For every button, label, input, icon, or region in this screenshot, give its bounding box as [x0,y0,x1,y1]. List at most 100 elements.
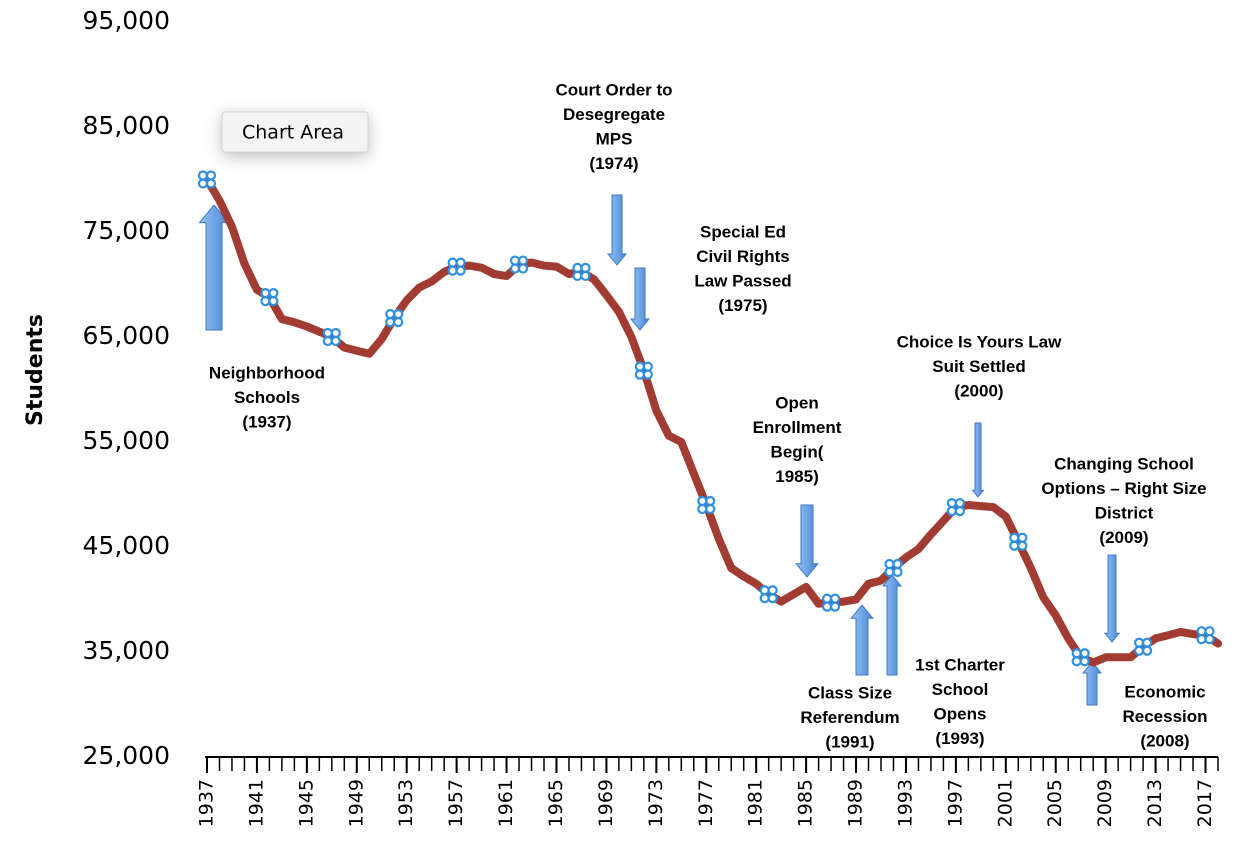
annotation-arrow [629,267,651,331]
annotation: (2008) [1140,731,1189,750]
y-tick-label: 75,000 [83,216,170,245]
annotation: Neighborhood [209,363,325,382]
point-marker-dot [268,296,279,307]
x-tick-label: 1989 [845,779,867,827]
point-marker [447,257,466,276]
point-marker [1196,626,1215,645]
annotation: (1975) [718,296,767,315]
annotation-arrow [606,194,628,266]
point-marker-dot [642,369,653,380]
point-marker-dot [455,257,466,268]
point-marker-dot [946,506,957,517]
point-marker-dot [580,270,591,281]
annotation: (1993) [935,729,984,748]
point-marker-dot [759,593,770,604]
annotation: Schools [234,388,300,407]
point-marker-dot [393,317,404,328]
point-marker-dot [197,170,209,181]
point-marker-dot [393,309,404,320]
point-marker-dot [697,503,708,515]
point-marker-dot [517,255,529,266]
annotation: Changing School [1054,454,1194,473]
x-tick-label: 2005 [1044,779,1066,827]
line [203,175,1222,667]
point-marker-dot [767,585,778,596]
annotation-arrow [971,422,985,498]
point-marker-dot [447,257,458,268]
point-marker-dot [634,361,645,372]
annotation: (2000) [954,381,1003,400]
x-tick-label: 1973 [645,779,667,827]
point-marker [572,262,591,281]
point-marker [509,255,529,274]
point-marker-dot [1142,645,1153,656]
annotation: Civil Rights [696,247,790,266]
x-tick-label: 1945 [295,779,317,827]
point-marker-dot [260,296,271,307]
point-marker-dot [697,495,708,507]
point-marker-dot [884,558,895,570]
annotation-arrow [881,574,903,676]
annotation: Opens [934,704,987,723]
point-marker-dot [330,327,341,339]
point-marker-dot [634,369,645,380]
annotation: Desegregate [563,105,665,124]
point-marker [821,593,841,612]
point-marker [884,558,903,578]
point-marker-dot [1204,634,1215,645]
x-tick-label: 1985 [795,779,817,827]
point-marker-dot [821,601,833,612]
point-marker [1134,637,1153,656]
point-marker-dot [1134,645,1145,656]
x-tick-label: 1965 [545,779,567,827]
x-tick-label: 1961 [495,779,517,827]
point-marker-dot [1196,634,1207,645]
y-tick-label: 65,000 [83,321,170,350]
point-marker-dot [205,170,217,181]
annotation: (1937) [242,412,291,431]
point-marker [260,288,279,307]
annotation: Law Passed [694,271,791,290]
point-marker-dot [829,593,841,604]
point-marker-dot [1204,626,1215,637]
point-marker-dot [1142,637,1153,648]
point-marker-dot [1071,648,1082,659]
annotation: (1974) [589,154,638,173]
y-tick-label: 55,000 [83,426,170,455]
point-marker-dot [705,503,716,515]
point-marker-dot [1079,656,1090,667]
annotation-arrow [1081,661,1103,706]
x-tick-label: 2017 [1194,779,1216,827]
point-marker [634,361,653,380]
point-marker [322,327,341,347]
annotation: Class Size [808,683,892,702]
annotation: Enrollment [753,418,842,437]
point-marker [385,309,404,328]
annotation: MPS [596,129,633,148]
annotation: Recession [1122,707,1207,726]
point-marker-dot [260,288,271,299]
point-marker-dot [322,327,333,339]
annotation: Choice Is Yours Law [897,332,1062,351]
annotation: Economic [1124,682,1205,701]
point-marker-dot [759,585,770,596]
point-marker-dot [509,255,521,266]
y-axis-label: Students [23,314,48,426]
point-marker-dot [509,263,521,274]
x-tick-label: 1957 [445,779,467,827]
point-marker [197,170,217,189]
point-marker-dot [705,495,716,507]
point-marker-dot [330,335,341,347]
point-marker-dot [455,265,466,276]
point-marker-dot [268,288,279,299]
point-marker-dot [946,498,957,509]
tooltip-box [221,111,369,153]
point-marker-dot [517,263,529,274]
annotation: (1991) [825,732,874,751]
point-marker-dot [322,335,333,347]
x-tick-label: 1969 [595,779,617,827]
annotation: 1985) [775,467,818,486]
arrows [198,194,1121,706]
annotation: (2009) [1099,528,1148,547]
tooltip: Chart Area [242,122,344,144]
